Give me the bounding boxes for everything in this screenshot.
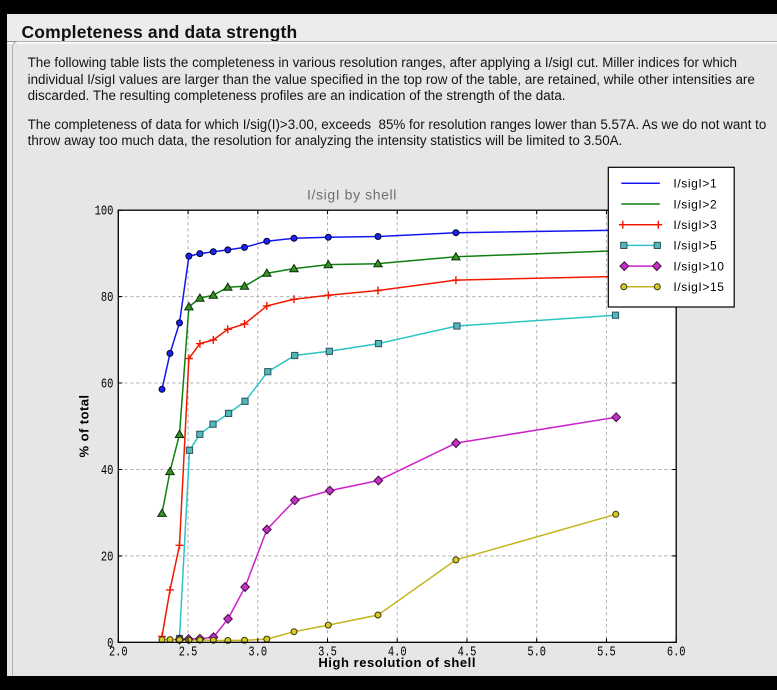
svg-text:5.5: 5.5: [597, 646, 616, 661]
svg-text:40: 40: [101, 464, 114, 479]
svg-text:3.5: 3.5: [318, 646, 337, 661]
svg-text:4.0: 4.0: [388, 646, 407, 661]
svg-text:I/sigI>5: I/sigI>5: [673, 239, 717, 253]
svg-text:2.0: 2.0: [109, 646, 128, 661]
svg-text:I/sigI>3: I/sigI>3: [673, 218, 717, 232]
svg-text:0: 0: [107, 637, 113, 652]
svg-text:I/sigI>2: I/sigI>2: [673, 197, 717, 211]
svg-text:6.0: 6.0: [667, 646, 686, 661]
svg-text:2.5: 2.5: [179, 646, 198, 661]
svg-text:60: 60: [101, 378, 114, 393]
svg-text:I/sigI by shell: I/sigI by shell: [307, 187, 397, 203]
svg-text:4.5: 4.5: [458, 646, 477, 661]
svg-text:100: 100: [95, 205, 114, 220]
svg-text:80: 80: [101, 291, 114, 306]
svg-text:20: 20: [101, 550, 114, 565]
svg-text:I/sigI>15: I/sigI>15: [673, 280, 724, 294]
svg-text:I/sigI>1: I/sigI>1: [673, 177, 717, 191]
svg-text:High resolution of shell: High resolution of shell: [318, 655, 476, 670]
svg-text:% of total: % of total: [77, 395, 92, 458]
svg-text:I/sigI>10: I/sigI>10: [673, 259, 724, 273]
svg-text:3.0: 3.0: [248, 646, 267, 661]
svg-text:5.0: 5.0: [527, 646, 546, 661]
